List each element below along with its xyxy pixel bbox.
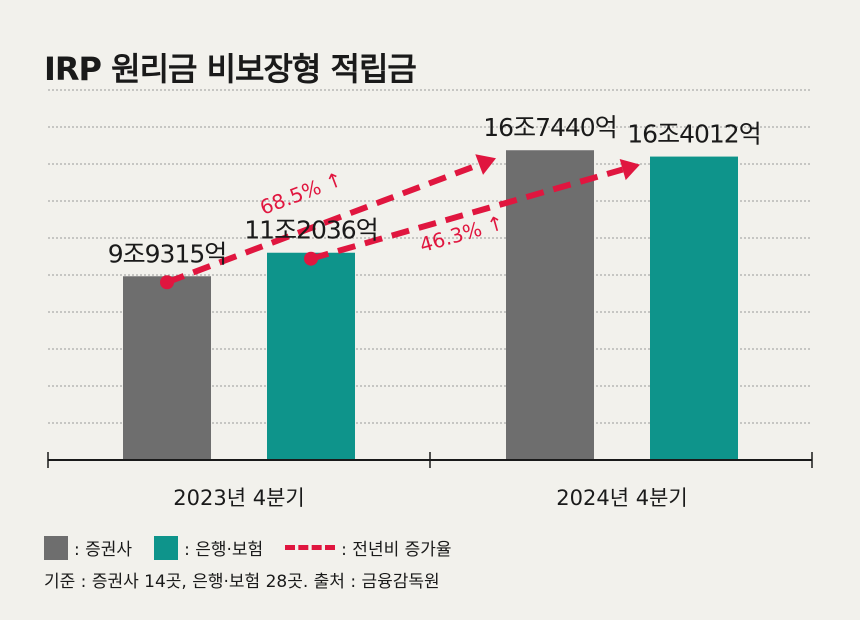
- bars: [123, 150, 738, 460]
- bar-securities-0: [123, 276, 211, 460]
- legend-item-bank: : 은행·보험: [154, 535, 263, 560]
- source-note: 기준 : 증권사 14곳, 은행·보험 28곳. 출처 : 금융감독원: [44, 572, 440, 592]
- legend-item-growth: : 전년비 증가율: [285, 535, 452, 560]
- legend-swatch-securities: [44, 535, 68, 560]
- x-tick-label: 2023년 4분기: [173, 486, 304, 510]
- bar-bank-0: [267, 252, 355, 460]
- legend: : 증권사 : 은행·보험 : 전년비 증가율: [44, 535, 474, 560]
- data-label: 9조9315억: [108, 239, 227, 268]
- data-label: 16조4012억: [627, 120, 760, 149]
- bar-bank-1: [650, 156, 738, 460]
- legend-label-growth: : 전년비 증가율: [341, 540, 452, 560]
- legend-swatch-bank: [154, 535, 179, 560]
- growth-arrowhead: [475, 154, 496, 175]
- x-axis: 2023년 4분기 2024년 4분기: [47, 452, 813, 510]
- growth-label: 68.5% ↑: [256, 167, 346, 220]
- data-label: 16조7440억: [483, 113, 616, 142]
- data-label: 11조2036억: [244, 216, 377, 245]
- legend-label-bank: : 은행·보험: [184, 540, 264, 560]
- legend-item-securities: : 증권사: [44, 535, 132, 560]
- growth-arrowhead: [619, 158, 640, 181]
- bar-securities-1: [506, 150, 594, 460]
- data-labels: 9조9315억 16조7440억 11조2036억 16조4012억: [108, 113, 762, 268]
- x-tick-label: 2024년 4분기: [556, 486, 687, 510]
- bar-chart: 68.5% ↑46.3% ↑ 2023년 4분기 2024년 4분기 9조9315…: [47, 89, 813, 510]
- legend-swatch-growth: [285, 545, 336, 550]
- legend-label-securities: : 증권사: [74, 540, 133, 560]
- chart-title: IRP 원리금 비보장형 적립금: [44, 50, 417, 88]
